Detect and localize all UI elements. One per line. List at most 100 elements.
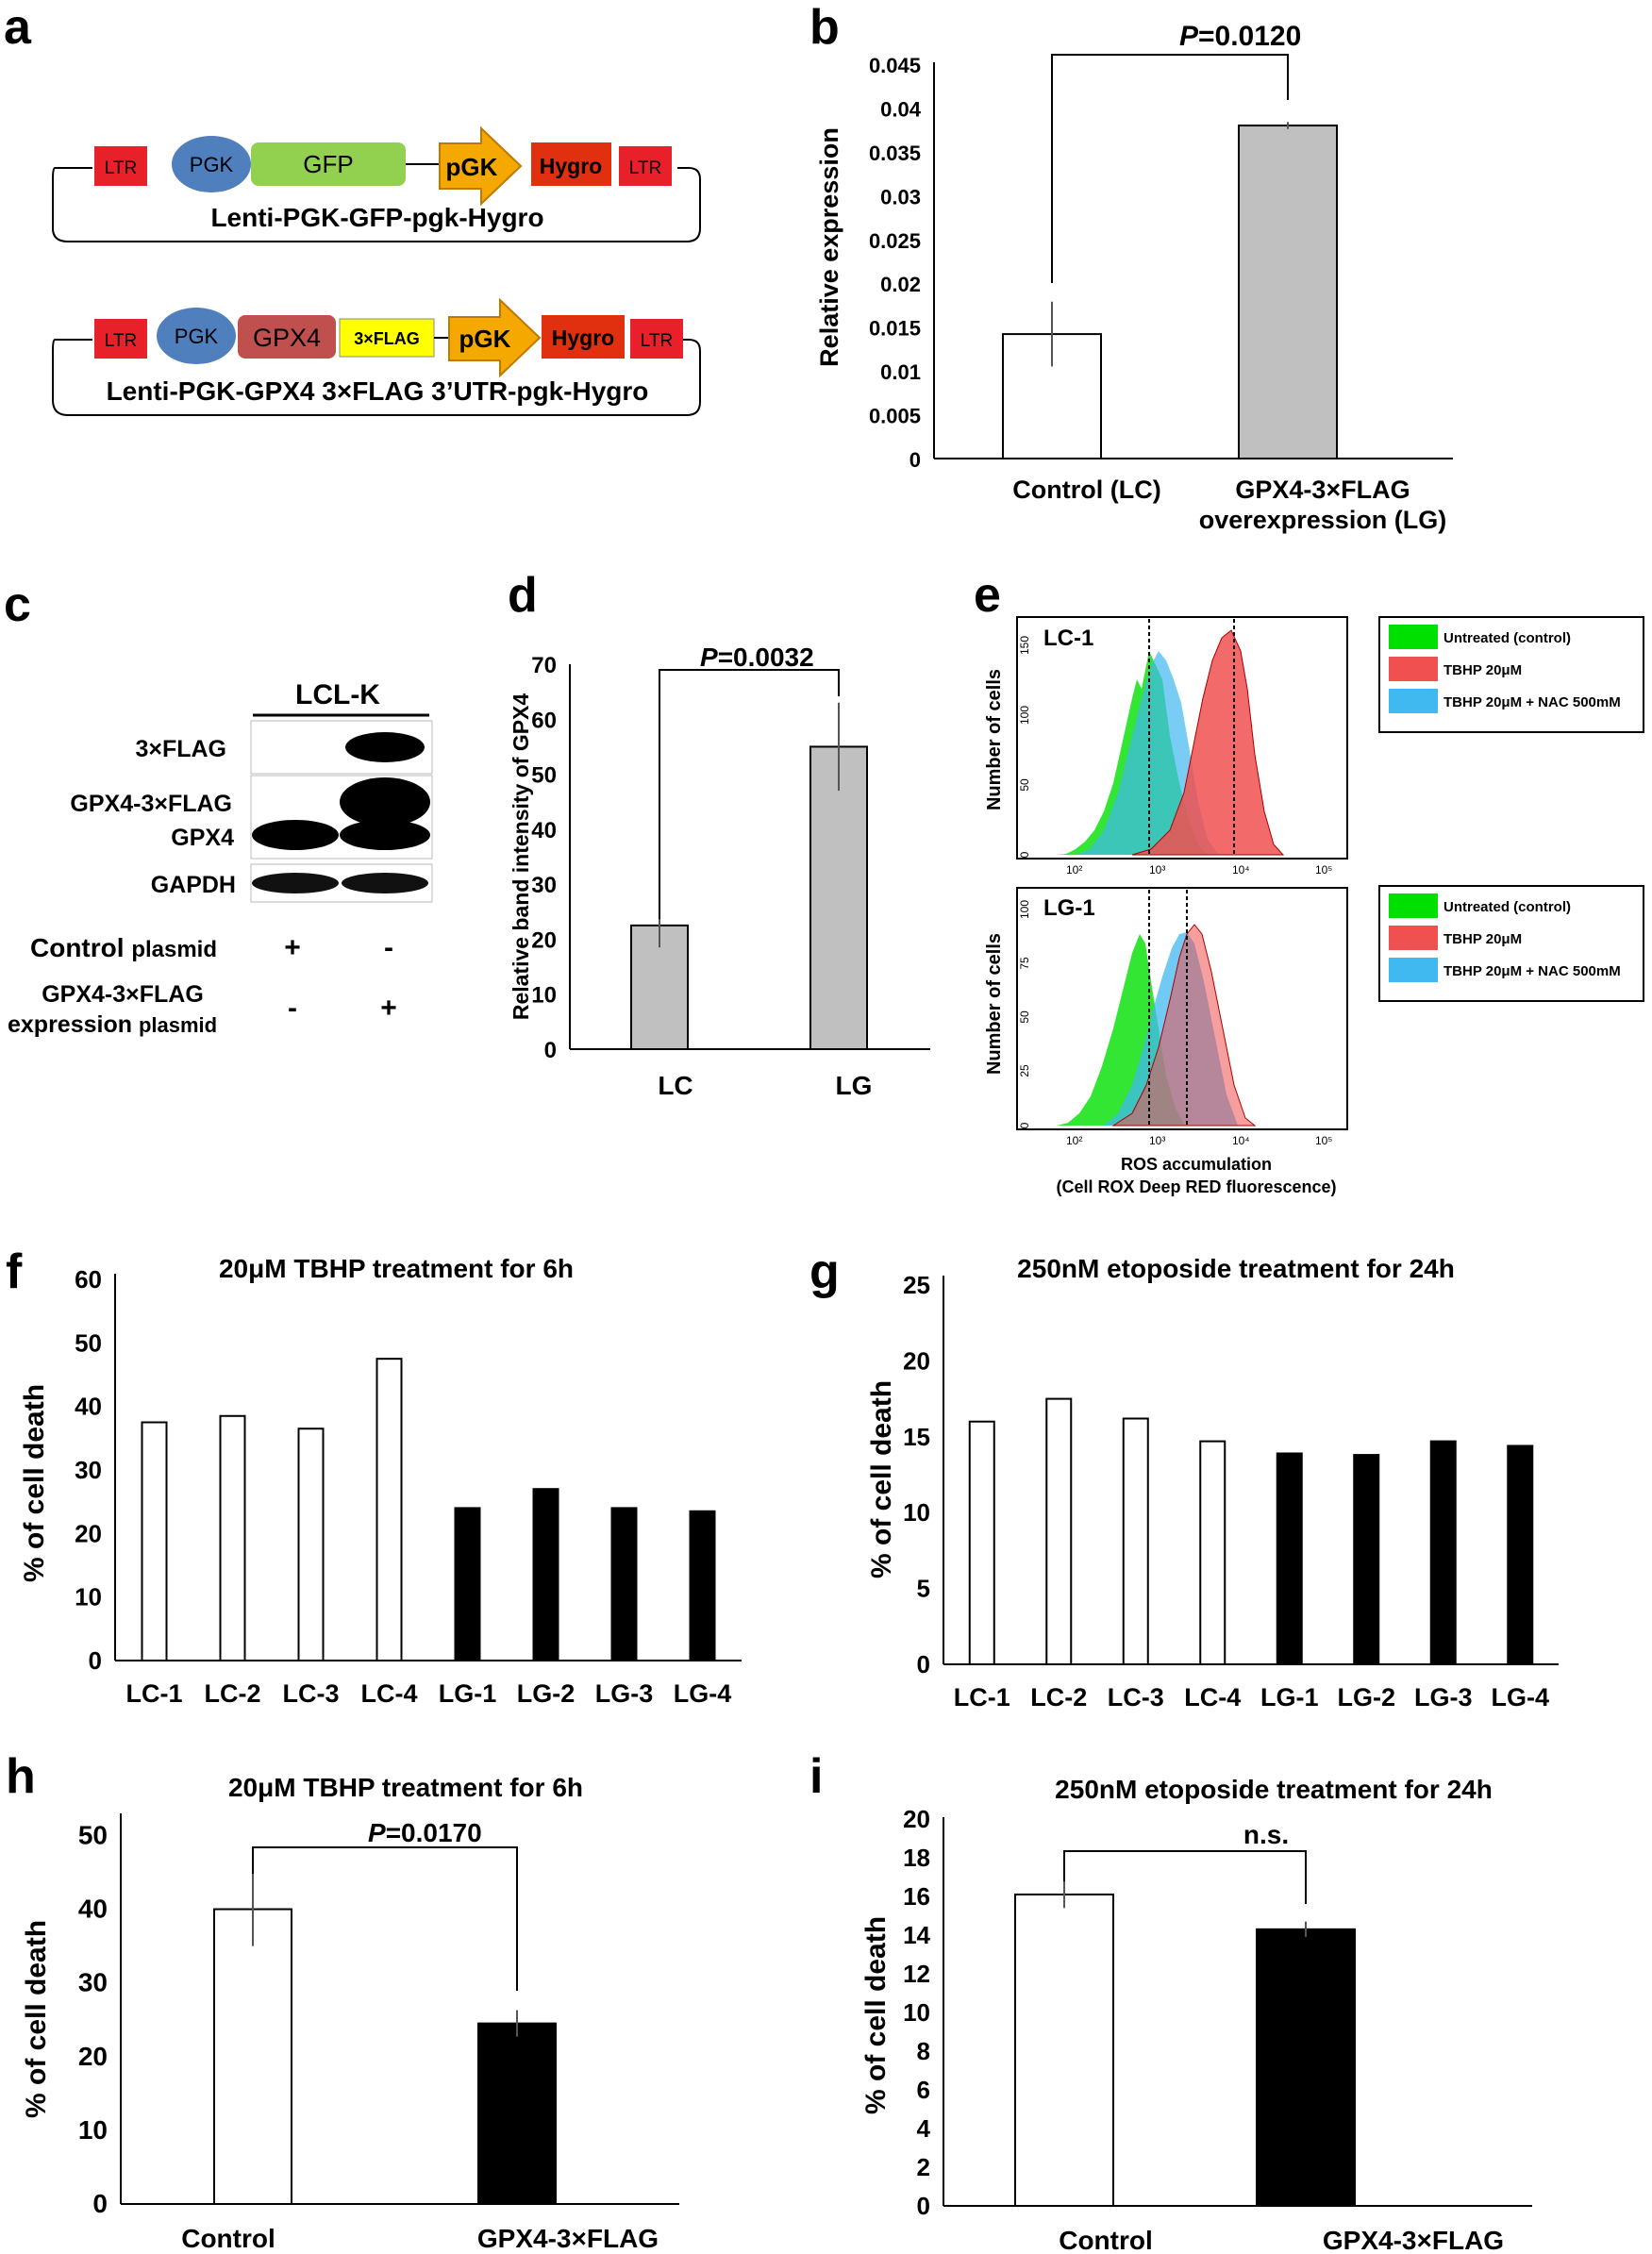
y-tick-label: 0 [917, 1650, 930, 1678]
category-label: LG-1 [439, 1679, 497, 1708]
ltr-box [630, 319, 683, 359]
pgk-label: PGK [175, 325, 219, 348]
y-tick-label: 8 [917, 2037, 930, 2065]
y-tick: 0 [1018, 1122, 1031, 1128]
blot-band [342, 873, 428, 893]
x-tick: 10⁵ [1315, 1134, 1332, 1147]
y-axis-label: Number of cells [984, 669, 1005, 810]
pgk-arrow [448, 297, 542, 378]
bar [141, 1421, 168, 1661]
y-tick-label: 20 [903, 1805, 930, 1833]
bar [1507, 1444, 1534, 1665]
y-tick-label: 0.005 [869, 405, 921, 428]
bar [1353, 1454, 1380, 1665]
chart-title: 250nM etoposide treatment for 24h [1055, 1775, 1493, 1804]
category-label: LG-2 [1337, 1683, 1395, 1711]
y-tick-label: 14 [903, 1921, 930, 1949]
y-tick-label: 0.045 [869, 54, 921, 77]
ltr-label: LTR [105, 331, 137, 351]
bar [610, 1507, 638, 1662]
y-tick-label: 16 [903, 1882, 930, 1911]
bar [477, 2022, 557, 2205]
category-label: LC-3 [1108, 1683, 1164, 1711]
y-tick-label: 40 [531, 818, 557, 843]
bar [968, 1420, 995, 1665]
bar [1045, 1397, 1073, 1665]
condition-label: expression plasmid [8, 1011, 217, 1038]
y-tick-label: 50 [531, 763, 557, 789]
y-tick-label: 0 [917, 2192, 930, 2220]
y-tick-label: 0 [92, 2189, 108, 2218]
category-label: Control [1059, 2226, 1153, 2254]
chart-h: 0 10 20 30 40 50 20μM TBHP treatment for 6h %… [21, 1773, 679, 2253]
ltr-box [94, 319, 147, 359]
bar [454, 1507, 481, 1662]
hygro-box [531, 142, 611, 186]
ltr-box [94, 146, 147, 186]
y-tick: 50 [1018, 778, 1031, 792]
category-label: GPX4-3×FLAG [1323, 2226, 1504, 2254]
y-tick-label: 0.035 [869, 142, 921, 165]
flow-panel-lg1: LG-1 Number of cells 0 25 50 75 100 10² … [984, 887, 1348, 1196]
x-axis-label: ROS accumulation [1121, 1155, 1272, 1174]
y-axis-label: % of cell death [860, 1916, 892, 2114]
category-label: GPX4-3×FLAG [477, 2224, 659, 2253]
category-label: LC-3 [283, 1679, 340, 1708]
bar [532, 1488, 559, 1661]
y-tick-label: 0 [544, 1038, 557, 1063]
chart-i: 0 2 4 6 8 10 12 14 16 18 20 250nM etoposide treatm… [860, 1775, 1532, 2254]
bar [1256, 1928, 1356, 2207]
category-label: LC-1 [126, 1679, 183, 1708]
chart-title: 20μM TBHP treatment for 6h [219, 1254, 574, 1283]
y-tick-label: 10 [903, 1498, 930, 1527]
gfp-box [251, 142, 406, 186]
panel-label-b: b [809, 0, 840, 55]
x-tick: 10² [1066, 1134, 1082, 1147]
legend-swatch [1389, 625, 1438, 649]
y-tick-label: 30 [531, 873, 557, 898]
category-label: LC-2 [1030, 1683, 1087, 1711]
blot-title: LCL-K [295, 679, 380, 710]
y-tick-label: 20 [78, 2042, 108, 2071]
category-label: LC-4 [361, 1679, 418, 1708]
y-tick-label: 0.02 [880, 273, 921, 296]
panel-label-a: a [4, 0, 32, 55]
condition-label: GPX4-3×FLAG [42, 981, 204, 1008]
blot-band [345, 732, 425, 762]
category-label: LG-1 [1260, 1683, 1319, 1711]
legend-entry: Untreated (control) [1443, 630, 1571, 646]
y-tick: 25 [1018, 1064, 1031, 1077]
x-axis-label: (Cell ROX Deep RED fluorescence) [1056, 1177, 1336, 1196]
construct-1: LTR PGK GFP pGK Hygro LTR Lenti-PGK-GFP-… [52, 125, 701, 242]
y-tick-label: 10 [75, 1583, 102, 1611]
y-tick: 100 [1018, 900, 1031, 919]
category-label: GPX4-3×FLAG [1235, 476, 1410, 504]
y-axis-label: % of cell death [866, 1380, 897, 1578]
legend-entry: TBHP 20μM + NAC 500mM [1443, 963, 1621, 979]
x-tick: 10⁴ [1232, 1134, 1250, 1147]
flow-legend-1: Untreated (control) TBHP 20μM TBHP 20μM … [1378, 616, 1644, 733]
blot-row-label: 3×FLAG [135, 736, 226, 762]
bar [1199, 1440, 1226, 1666]
y-tick: 0 [1018, 851, 1031, 858]
y-tick-label: 60 [531, 708, 557, 733]
p-value-label: P=0.0120 [1179, 21, 1301, 52]
construct-name: Lenti-PGK-GPX4 3×FLAG 3’UTR-pgk-Hygro [107, 376, 649, 406]
y-axis-label: % of cell death [21, 1920, 52, 2118]
histogram-tbhp [1131, 629, 1285, 856]
histogram-label: LG-1 [1043, 895, 1095, 921]
x-tick: 10² [1066, 863, 1082, 877]
category-label: LC-2 [205, 1679, 261, 1708]
y-tick-label: 30 [75, 1456, 102, 1484]
panel-label-c: c [4, 577, 31, 632]
y-tick-label: 5 [917, 1575, 930, 1603]
legend-entry: TBHP 20μM [1443, 662, 1522, 678]
condition-value: - [384, 932, 393, 963]
category-label: LG [836, 1071, 873, 1100]
y-tick-label: 4 [917, 2114, 931, 2143]
category-label: Control (LC) [1012, 476, 1160, 504]
legend-entry: Untreated (control) [1443, 899, 1571, 915]
category-label: LG-2 [517, 1679, 576, 1708]
y-tick-label: 20 [531, 927, 557, 953]
